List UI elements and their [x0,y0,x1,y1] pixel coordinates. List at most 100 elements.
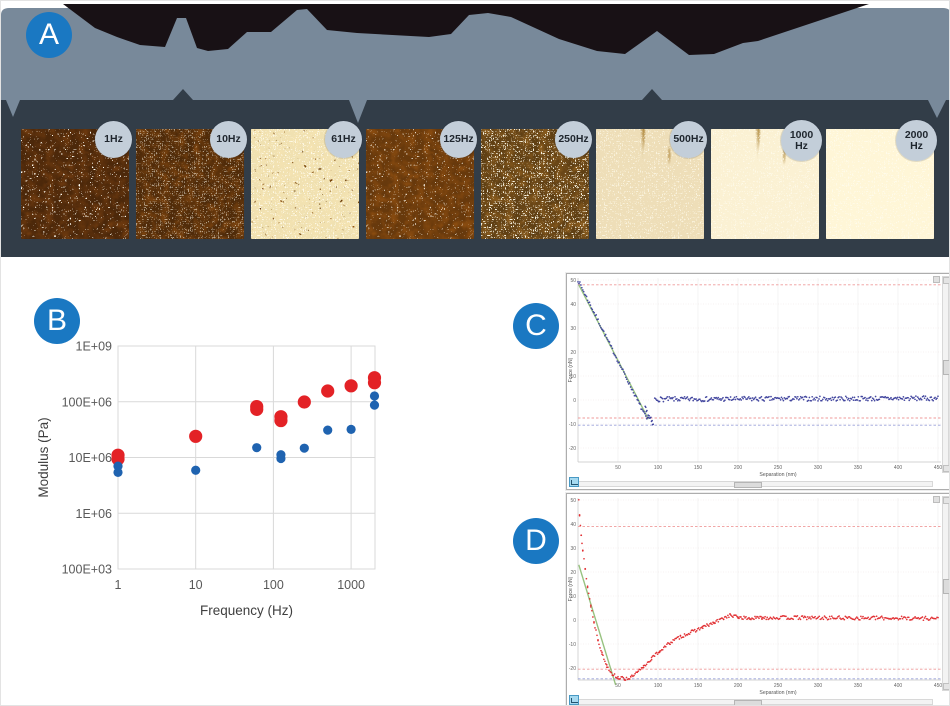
frequency-badge: 61Hz [325,121,362,158]
scroll-up-button[interactable] [943,497,949,504]
scroll-down-button[interactable] [943,465,949,472]
data-point-blue [252,443,262,453]
vertical-scroll-thumb[interactable] [943,360,949,375]
y-axis-title: Force (nN) [568,357,574,382]
scroll-up-button[interactable] [943,277,949,284]
afm-image-500hz: 500Hz [596,121,707,239]
data-point-blue [191,465,201,475]
y-tick-label: 10 [570,374,576,380]
x-tick-label: 100 [654,465,663,471]
data-point-blue [323,425,333,435]
afm-image-125hz: 125Hz [366,121,477,239]
x-tick-label: 200 [734,683,743,689]
vertical-scroll-thumb[interactable] [943,579,949,594]
chart-tool-icon[interactable] [569,695,579,705]
y-tick-label: 10 [570,594,576,600]
afm-image-61hz: 61Hz [251,121,362,239]
afm-image-10hz: 10Hz [136,121,247,239]
panel-corner-icon [933,496,940,503]
x-tick-label: 450 [934,683,943,689]
data-point-blue [113,467,123,478]
x-tick-label: 250 [774,465,783,471]
frequency-badge: 250Hz [555,121,592,158]
vertical-scrollbar[interactable] [942,276,949,473]
scroll-down-button[interactable] [943,683,949,690]
y-tick-label: 50 [570,498,576,504]
x-tick-label: 1000 [337,578,365,592]
y-tick-label: 30 [570,546,576,552]
x-tick-label: 400 [894,465,903,471]
y-tick-label: -20 [569,446,576,452]
afm-image-1hz: 1Hz [21,121,132,239]
panel-d-label: D [513,518,559,564]
y-tick-label: 50 [570,278,576,284]
x-tick-label: 450 [934,465,943,471]
y-tick-label: 1E+06 [76,507,113,521]
y-tick-label: -20 [569,666,576,672]
frequency-badge: 1Hz [95,121,132,158]
y-tick-label: 10E+06 [69,451,112,465]
data-point-blue [299,443,309,453]
x-tick-label: 400 [894,683,903,689]
horizontal-scrollbar[interactable] [570,481,933,488]
afm-image-2000hz: 2000 Hz [826,120,937,239]
panel-c-label: C [513,303,559,349]
panel-a-label: A [26,12,72,58]
x-tick-label: 300 [814,465,823,471]
x-tick-label: 10 [189,578,203,592]
y-tick-label: 0 [573,398,576,404]
y-tick-label: 1E+09 [76,340,113,354]
y-tick-label: 20 [570,350,576,356]
chart-tool-icon[interactable] [569,477,579,487]
x-tick-label: 150 [694,683,703,689]
data-point-red [297,395,311,409]
horizontal-scrollbar[interactable] [570,699,933,705]
data-point-red [189,429,203,443]
frequency-badge: 1000 Hz [781,120,822,161]
frequency-badge: 500Hz [670,121,707,158]
force-data-points [577,281,939,426]
x-tick-label: 250 [774,683,783,689]
data-point-red [321,384,335,398]
x-axis-title: Separation (nm) [759,472,796,478]
x-tick-label: 200 [734,465,743,471]
horizontal-scroll-thumb[interactable] [734,700,762,705]
data-point-red [344,379,358,393]
panel-b-label: B [34,298,80,344]
force-curve-panel-c: 50 40 30 20 10 0 -10 -20 50 100 150 200 250 300 350 400… [566,273,949,490]
x-tick-label: 100 [263,578,284,592]
frequency-badge: 2000 Hz [896,120,937,161]
afm-image-1000hz: 1000 Hz [711,120,822,239]
x-axis-title: Separation (nm) [759,690,796,696]
modulus-chart-svg: 100E+03 1E+06 10E+06 100E+06 1E+09 1 10 100 1000… [36,340,382,618]
data-point-blue [346,424,356,434]
x-tick-label: 300 [814,683,823,689]
vertical-scrollbar[interactable] [942,496,949,691]
x-tick-label: 100 [654,683,663,689]
y-tick-label: -10 [569,422,576,428]
frequency-badge: 125Hz [440,121,477,158]
horizontal-scroll-thumb[interactable] [734,482,762,488]
x-axis-title: Frequency (Hz) [200,603,293,618]
afm-image-250hz: 250Hz [481,121,592,239]
frequency-badge: 10Hz [210,121,247,158]
y-axis-title: Force (nN) [568,576,574,601]
x-tick-label: 150 [694,465,703,471]
x-tick-label: 1 [115,578,122,592]
data-point-blue [276,453,286,464]
banner-black-shape [63,4,869,55]
x-tick-label: 50 [615,465,621,471]
force-data-points [577,498,939,681]
data-point-red [111,452,125,466]
y-tick-label: 40 [570,522,576,528]
y-tick-label: 100E+03 [62,563,112,577]
x-tick-label: 350 [854,683,863,689]
y-tick-label: 40 [570,302,576,308]
y-tick-label: -10 [569,642,576,648]
y-tick-label: 100E+06 [62,395,112,409]
y-axis-title: Modulus (Pa) [36,417,51,497]
modulus-frequency-chart: 100E+03 1E+06 10E+06 100E+06 1E+09 1 10 100 1000… [31,291,491,636]
data-point-red [274,413,288,428]
